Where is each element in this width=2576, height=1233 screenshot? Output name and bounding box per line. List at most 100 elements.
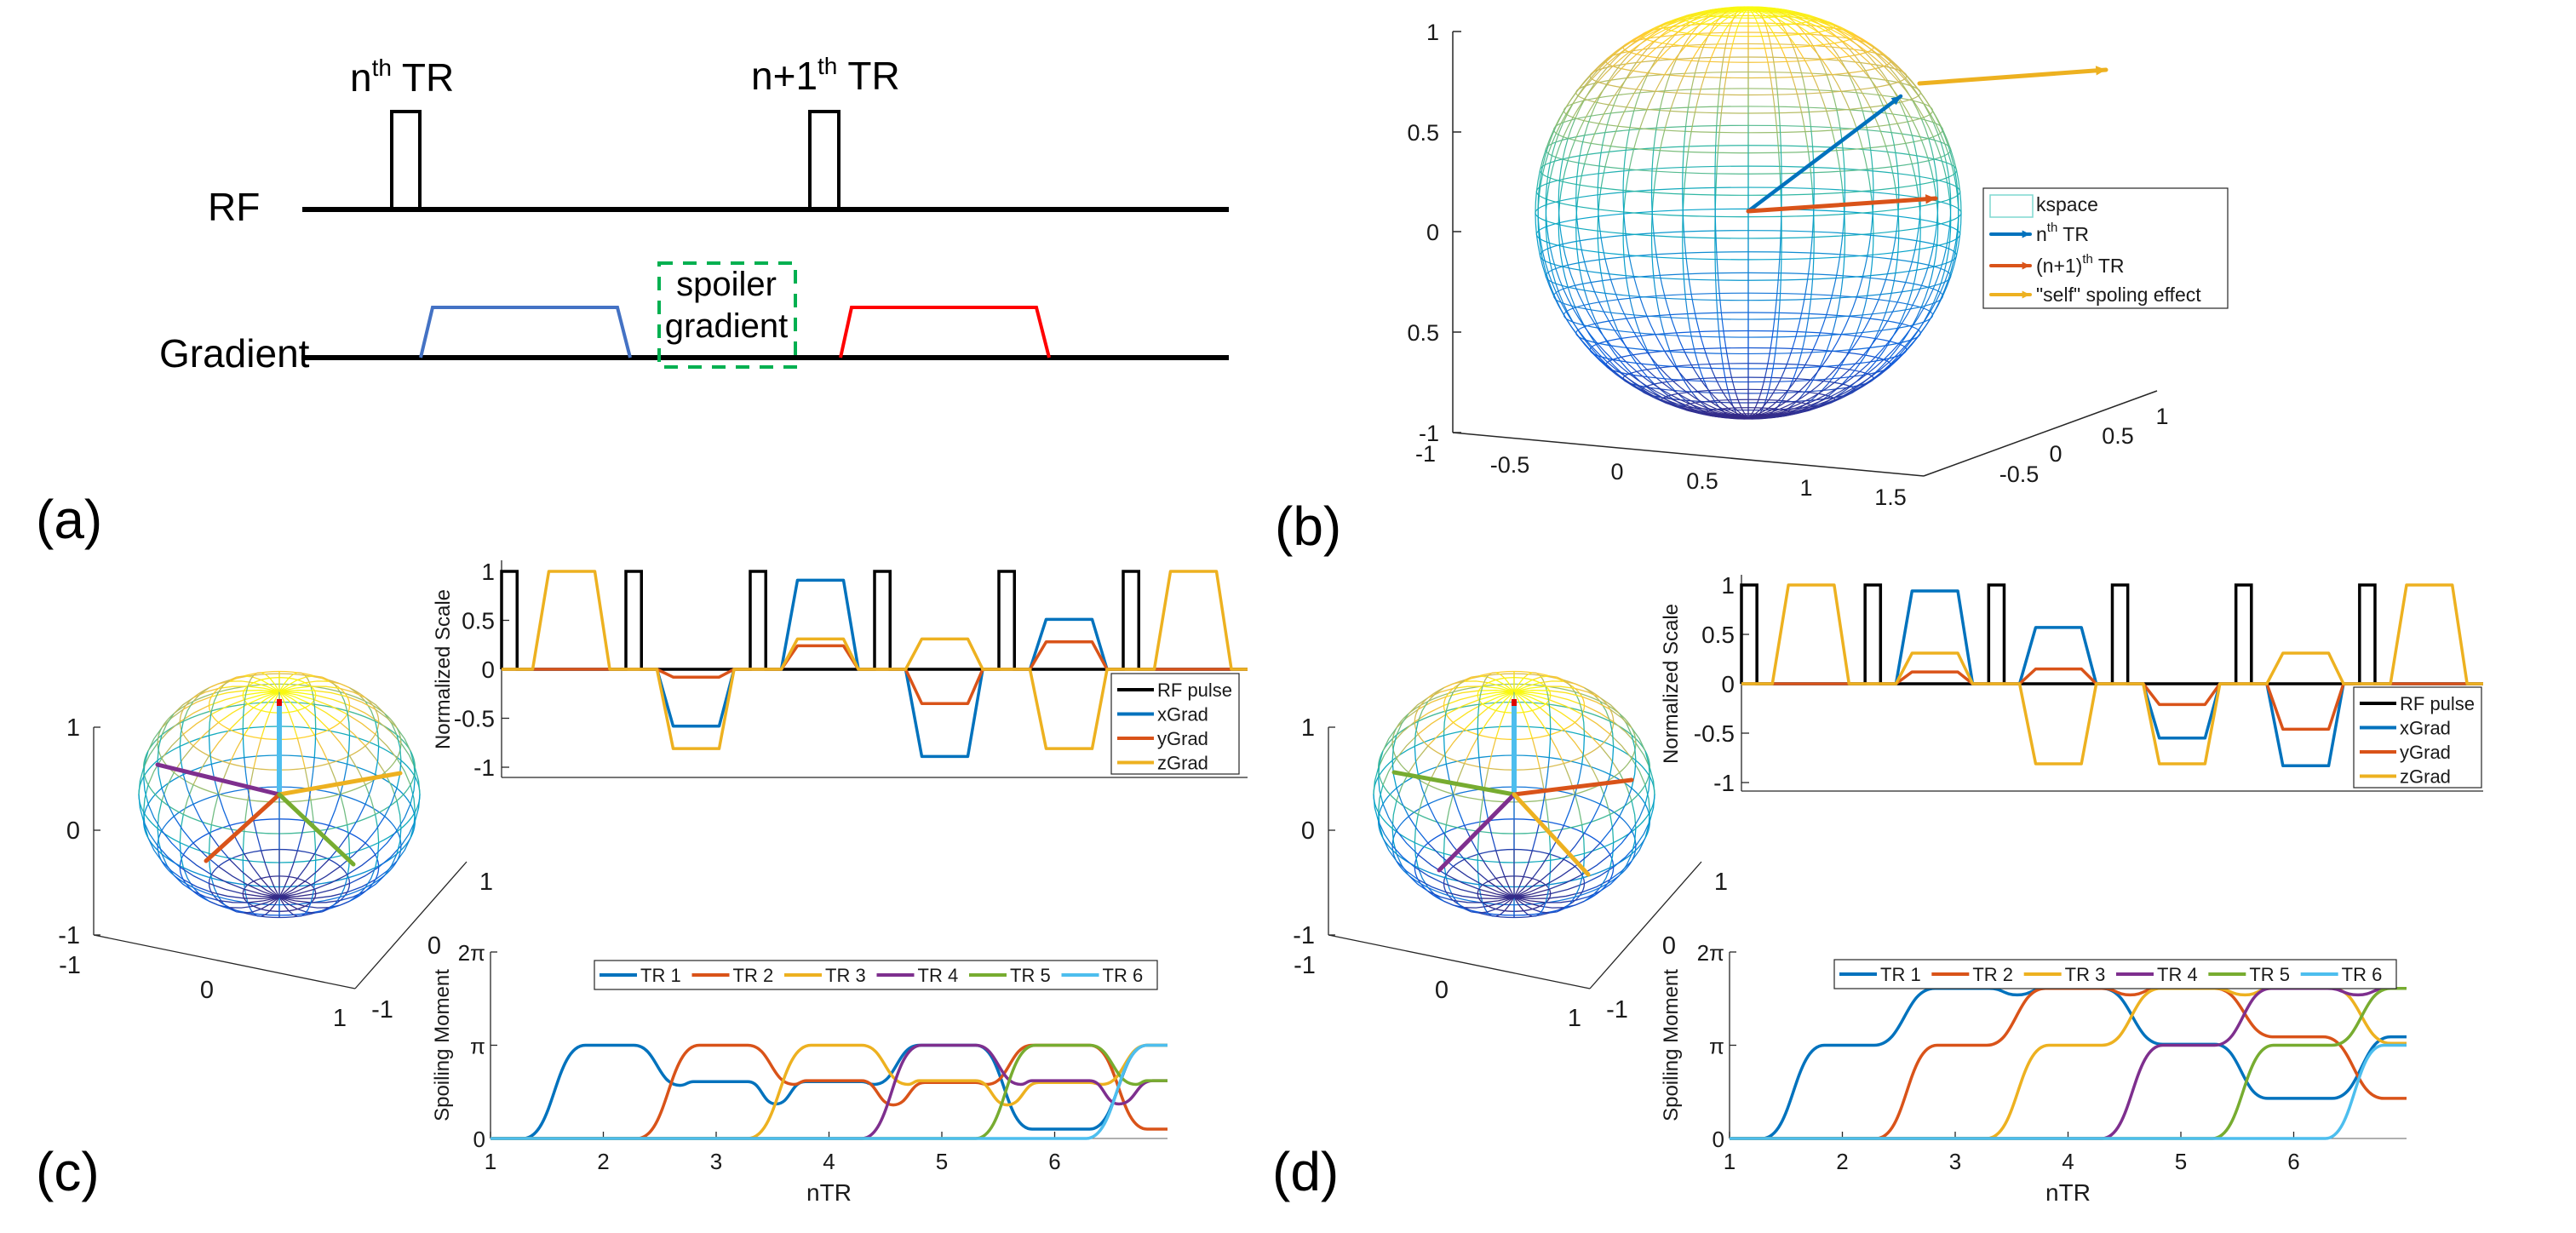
wireframe-meridian-segment <box>396 837 411 862</box>
wireframe-meridian-segment <box>1659 367 1674 381</box>
wireframe-meridian-segment <box>261 910 271 917</box>
wireframe-meridian-segment <box>1930 113 1942 134</box>
wireframe-meridian-segment <box>1813 398 1834 407</box>
wireframe-meridian-segment <box>297 675 315 681</box>
wireframe-meridian-segment <box>161 771 175 801</box>
tr-2-curve <box>491 1043 1168 1140</box>
wireframe-meridian-segment <box>1545 703 1575 723</box>
wireframe-meridian-segment <box>1772 353 1776 369</box>
wireframe-meridian-segment <box>1523 910 1533 917</box>
wireframe-meridian-segment <box>229 707 255 731</box>
wireframe-meridian-segment <box>1867 358 1885 375</box>
nth-tr-tr: TR <box>392 55 454 100</box>
wireframe-meridian-segment <box>1661 399 1683 409</box>
wireframe-meridian-segment <box>1889 323 1902 342</box>
z-tick-label: -1 <box>1419 421 1439 446</box>
wireframe-meridian-segment <box>1477 728 1480 758</box>
wireframe-meridian-segment <box>208 710 212 736</box>
wireframe-meridian-segment <box>1928 138 1935 159</box>
wireframe-meridian-segment <box>1888 346 1905 363</box>
wireframe-meridian-segment <box>1867 42 1885 56</box>
z-tick-label: -1 <box>1293 922 1315 949</box>
wireframe-meridian-segment <box>1781 23 1787 34</box>
wireframe-meridian-segment <box>347 824 351 854</box>
wireframe-meridian-segment <box>1664 34 1676 48</box>
wireframe-meridian-segment <box>244 888 280 898</box>
wireframe-meridian-segment <box>1653 20 1672 31</box>
wireframe-meridian-segment <box>1826 335 1833 352</box>
wireframe-meridian-segment <box>1856 314 1863 334</box>
wireframe-meridian-segment <box>1621 40 1638 54</box>
wireframe-meridian-segment <box>1546 226 1552 249</box>
legend: TR 1 TR 2 TR 3 TR 4 TR 5 TR 6 <box>594 960 1158 990</box>
wireframe-meridian-segment <box>1953 238 1959 260</box>
wireframe-meridian-segment <box>1783 402 1802 410</box>
wireframe-meridian-segment <box>1833 43 1850 57</box>
wireframe-meridian-segment <box>1604 293 1612 313</box>
wireframe-meridian-segment <box>1823 388 1838 400</box>
wireframe-meridian-segment <box>1777 25 1788 36</box>
wireframe-meridian-segment <box>1775 293 1778 313</box>
wireframe-meridian-segment <box>208 824 212 854</box>
wireframe-meridian-segment <box>1628 31 1648 43</box>
y-tick-label: 0.5 <box>462 608 495 634</box>
wireframe-meridian-segment <box>1883 66 1900 83</box>
wireframe-meridian-segment <box>1427 891 1454 902</box>
wireframe-meridian-segment <box>1849 382 1868 395</box>
y-tick-label: 0 <box>1662 932 1676 960</box>
wireframe-meridian-segment <box>211 699 244 715</box>
wireframe-meridian-segment <box>1676 332 1684 350</box>
n1th-tr-sup: th <box>818 53 837 79</box>
wireframe-meridian-segment <box>1836 297 1841 318</box>
tr-6-curve <box>1730 1043 2407 1140</box>
wireframe-meridian-segment <box>161 733 184 759</box>
wireframe-meridian-segment <box>1862 111 1868 130</box>
wireframe-meridian-segment <box>1513 678 1524 692</box>
wireframe-meridian-segment <box>1464 905 1489 909</box>
wireframe-meridian-segment <box>1549 157 1557 179</box>
wireframe-meridian-segment <box>396 803 411 831</box>
wireframe-meridian-segment <box>1800 335 1806 353</box>
wireframe-meridian-segment <box>1885 112 1892 133</box>
wireframe-meridian-segment <box>1840 60 1850 77</box>
wireframe-meridian-segment <box>1843 384 1861 397</box>
wireframe-meridian-segment <box>1589 60 1607 77</box>
x-tick-label: 6 <box>1048 1149 1060 1174</box>
wireframe-meridian-segment <box>278 884 312 898</box>
wireframe-meridian-segment <box>314 908 330 914</box>
wireframe-meridian-segment <box>179 721 184 747</box>
wireframe-meridian-segment <box>1888 57 1905 74</box>
wireframe-meridian-segment <box>182 784 194 815</box>
wireframe-meridian-segment <box>1625 129 1630 151</box>
wireframe-meridian-segment <box>1599 867 1611 888</box>
wireframe-meridian-segment <box>1897 173 1900 195</box>
wireframe-meridian-segment <box>1488 913 1496 917</box>
wireframe-meridian-segment <box>1644 777 1651 805</box>
wireframe-meridian-segment <box>192 687 219 698</box>
wireframe-meridian-segment <box>1890 166 1896 188</box>
wireframe-meridian-segment <box>340 721 366 747</box>
z-tick-label: 1 <box>1426 20 1439 45</box>
wireframe-meridian-segment <box>173 697 194 714</box>
wireframe-meridian-segment <box>1932 268 1942 290</box>
wireframe-meridian-segment <box>1690 364 1701 380</box>
z-tick-label: 0 <box>66 817 80 845</box>
wireframe-meridian-segment <box>1777 390 1788 401</box>
wireframe-meridian-segment <box>1377 784 1384 812</box>
wireframe-meridian-segment <box>161 708 184 729</box>
wireframe-meridian-segment <box>384 713 398 736</box>
wireframe-meridian-segment <box>1653 277 1657 298</box>
legend-label-rest: TR <box>2057 223 2089 245</box>
panel-d-gradient-chart: 1 0.5 0 -0.5 -1 Normalized Scale RF pulse xGrad… <box>1660 572 2483 796</box>
wireframe-meridian-segment <box>1607 52 1622 68</box>
wireframe-meridian-segment <box>1862 148 1868 169</box>
wireframe-meridian-segment <box>1590 309 1600 329</box>
wireframe-meridian-segment <box>1598 252 1602 273</box>
wireframe-meridian-segment <box>1874 52 1890 68</box>
wireframe-meridian-segment <box>1562 267 1569 288</box>
wireframe-meridian-segment <box>304 789 312 821</box>
wireframe-meridian-segment <box>1678 393 1695 404</box>
wireframe-meridian-segment <box>1513 685 1546 692</box>
z-tick-label: 1 <box>66 714 80 742</box>
rf-label: RF <box>208 185 260 229</box>
